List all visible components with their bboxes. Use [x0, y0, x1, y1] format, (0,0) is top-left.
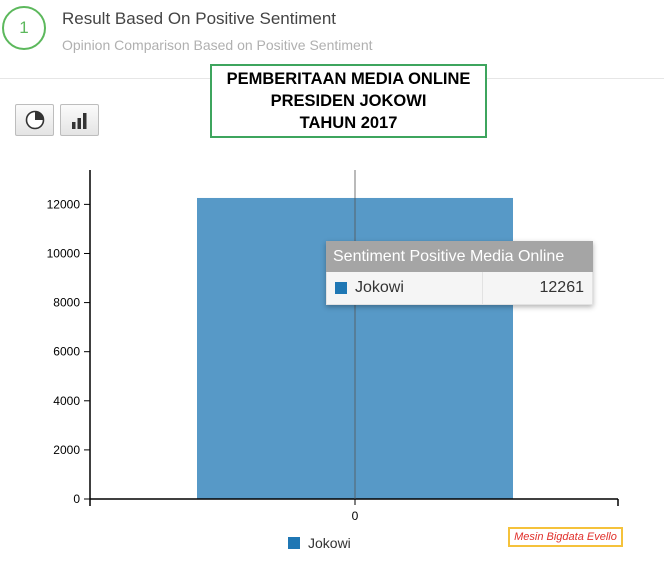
legend-swatch	[288, 537, 300, 549]
chart-legend[interactable]: Jokowi	[288, 535, 351, 551]
legend-label: Jokowi	[308, 535, 351, 551]
y-tick-label: 8000	[53, 296, 80, 310]
tooltip-key: Jokowi	[327, 272, 483, 304]
y-tick-label: 4000	[53, 394, 80, 408]
step-number-badge: 1	[2, 6, 46, 50]
section-subtitle: Opinion Comparison Based on Positive Sen…	[62, 37, 373, 53]
tooltip-row: Jokowi 12261	[326, 272, 593, 305]
caption-line-3: TAHUN 2017	[299, 114, 398, 132]
y-tick-label: 6000	[53, 345, 80, 359]
y-tick-label: 10000	[47, 246, 81, 260]
tooltip-label: Jokowi	[355, 279, 404, 296]
tooltip-swatch	[335, 282, 347, 294]
caption-line-1: PEMBERITAAN MEDIA ONLINE	[226, 70, 471, 88]
tooltip-header: Sentiment Positive Media Online	[326, 241, 593, 272]
step-number: 1	[19, 18, 29, 37]
section-title: Result Based On Positive Sentiment	[62, 9, 337, 28]
x-axis-ticks: 0	[89, 499, 619, 523]
tooltip-value: 12261	[539, 279, 585, 296]
chart-tooltip: Sentiment Positive Media Online Jokowi 1…	[326, 241, 593, 305]
chart-caption-box: PEMBERITAAN MEDIA ONLINE PRESIDEN JOKOWI…	[210, 64, 487, 138]
caption-line-2: PRESIDEN JOKOWI	[270, 92, 427, 110]
y-tick-label: 12000	[47, 197, 81, 211]
bar-chart-icon	[71, 113, 86, 129]
y-tick-label: 2000	[53, 443, 80, 457]
y-axis-ticks: 0 2000 4000 6000 8000 10000 12000	[47, 197, 90, 506]
pie-chart-button[interactable]	[15, 104, 54, 136]
watermark: Mesin Bigdata Evello	[508, 527, 623, 547]
y-tick-label: 0	[73, 492, 80, 506]
pie-chart-icon	[25, 110, 44, 130]
x-tick-label: 0	[352, 509, 359, 523]
bar-chart-button[interactable]	[60, 104, 99, 136]
